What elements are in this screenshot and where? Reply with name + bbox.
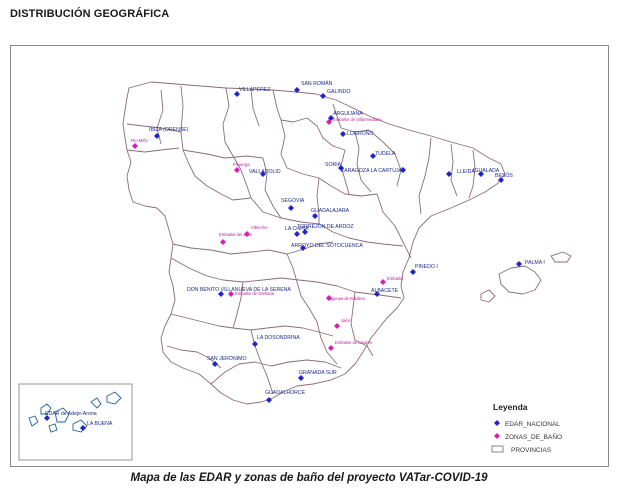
edar-label: SEGOVIA <box>281 198 305 204</box>
edar-label: DON BENITO VILLANUEVA DE LA SERENA <box>187 287 291 293</box>
map-caption: Mapa de las EDAR y zonas de baño del pro… <box>130 472 488 484</box>
bath-zone-label: Lagunas de Ruidera <box>327 296 365 301</box>
bath-zone-label: Embalse <box>387 276 404 281</box>
edar-marker <box>410 269 416 275</box>
edar-marker <box>80 425 86 431</box>
legend: Leyenda EDAR_NACIONAL ZONAS_DE_BAÑO PROV… <box>481 394 601 460</box>
edar-label: VALLADOLID <box>249 169 281 175</box>
edar-label: BESÓS <box>495 172 513 179</box>
bath-zone-marker <box>326 295 332 301</box>
edar-label: LA BUENA <box>87 421 113 427</box>
edar-marker <box>338 165 344 171</box>
edar-label: ALBACETE <box>371 288 399 294</box>
edar-label: GUADALHORCE <box>265 390 306 396</box>
edar-marker <box>44 415 50 421</box>
edar-label: ZARAGOZA LA CARTUJA <box>341 168 403 174</box>
legend-title: Leyenda <box>493 402 528 412</box>
edar-marker <box>294 87 300 93</box>
bath-zone-label: Embalse de Villarmediano <box>333 117 382 122</box>
bath-zone-marker <box>334 323 340 329</box>
peninsula-outline <box>122 81 506 405</box>
edar-marker <box>370 153 376 159</box>
legend-edar-label: EDAR_NACIONAL <box>505 421 560 428</box>
edar-label: VILLAPEREZ <box>239 87 270 93</box>
map-frame: Leyenda EDAR_NACIONAL ZONAS_DE_BAÑO PROV… <box>10 45 609 467</box>
edar-marker <box>320 93 326 99</box>
edar-label: EDAR de Adeje-Arona <box>45 411 97 417</box>
bath-zone-marker <box>132 143 138 149</box>
bath-zone-marker <box>234 167 240 173</box>
edar-marker <box>328 115 334 121</box>
edar-label: GUADALAJARA <box>311 208 350 214</box>
edar-marker <box>298 375 304 381</box>
edar-label: TUDELA <box>375 151 396 157</box>
edar-label: TORREJÓN DE ARDOZ <box>297 223 353 230</box>
page-title: DISTRIBUCIÓN GEOGRÁFICA <box>10 8 170 20</box>
legend-province-label: PROVINCIAS <box>511 447 552 454</box>
menorca-outline <box>550 251 572 263</box>
province-borders <box>122 81 572 405</box>
edar-label: LA CHINA <box>285 226 309 232</box>
edar-marker <box>400 167 406 173</box>
legend-province-symbol <box>491 445 504 453</box>
edar-label: SAN ROMÁN <box>301 80 333 87</box>
edar-label: SAN JERÓNIMO <box>207 355 247 362</box>
ibiza-outline <box>480 289 496 303</box>
edar-label: ARGUIJANA <box>333 111 363 117</box>
edar-marker <box>212 361 218 367</box>
edar-marker <box>300 245 306 251</box>
spain-map: Leyenda EDAR_NACIONAL ZONAS_DE_BAÑO PROV… <box>18 80 601 461</box>
edar-marker <box>234 91 240 97</box>
canary-islands-inset <box>18 383 133 461</box>
edar-marker <box>374 291 380 297</box>
edar-marker <box>260 171 266 177</box>
legend-bath-symbol <box>494 433 500 439</box>
edar-marker <box>516 261 522 267</box>
edar-marker <box>340 131 346 137</box>
edar-marker <box>302 229 308 235</box>
edar-label: ARROYO DEL SOTOCUENCA <box>291 243 363 249</box>
bath-zone-marker <box>244 231 250 237</box>
bath-zone-label: Embalse del Juan <box>219 232 253 237</box>
legend-bath-label: ZONAS_DE_BAÑO <box>505 432 562 441</box>
bath-zone-label: Embalse de Orellana <box>235 291 275 296</box>
bath-zone-label: Alberche <box>251 225 268 230</box>
edar-label: IBIZA (ORENSE) <box>149 127 189 133</box>
edar-marker <box>478 171 484 177</box>
edar-marker <box>312 213 318 219</box>
bath-zone-label: Pisuerga <box>233 162 250 167</box>
edar-label: GRANADA SUR <box>299 370 337 376</box>
mallorca-outline <box>498 265 542 295</box>
legend-edar-symbol <box>494 420 500 426</box>
edar-label: SORIA <box>325 162 342 168</box>
edar-marker <box>294 231 300 237</box>
edar-marker <box>154 133 160 139</box>
bath-zone-label: Embalse de Linares <box>335 340 372 345</box>
edar-marker <box>218 291 224 297</box>
edar-label: IGUALADA <box>473 168 500 174</box>
edar-marker <box>288 205 294 211</box>
edar-marker <box>266 397 272 403</box>
bath-zone-label: Río Miño <box>131 138 148 143</box>
bath-zone-marker <box>220 239 226 245</box>
edar-marker <box>498 177 504 183</box>
edar-label: GALINDO <box>327 89 350 95</box>
bath-zone-label: Jaén <box>341 318 351 323</box>
bath-zone-marker <box>228 291 234 297</box>
edar-marker <box>252 341 258 347</box>
bath-zone-marker <box>328 345 334 351</box>
markers-layer: Río Miño Embalse de Villarmediano Pisuerga… <box>44 80 545 431</box>
edar-label: LOGROÑO <box>347 130 374 137</box>
bath-zone-marker <box>380 279 386 285</box>
edar-marker <box>446 171 452 177</box>
edar-label: LA DOSONDRINA <box>257 335 300 341</box>
edar-label: LLEIDA <box>457 169 475 175</box>
edar-label: PINEDO I <box>415 264 438 270</box>
edar-label: PALMA I <box>525 260 545 266</box>
